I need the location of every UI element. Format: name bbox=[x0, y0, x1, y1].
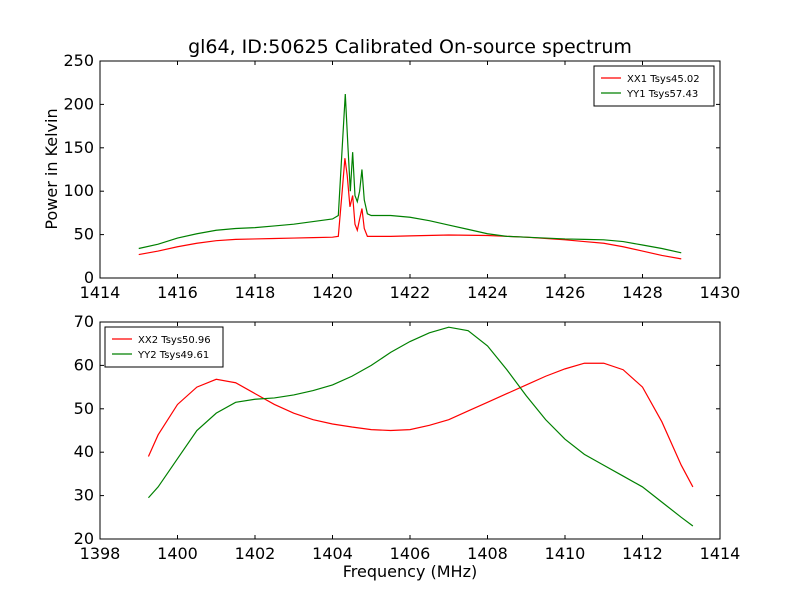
x-tick-label: 1422 bbox=[390, 283, 431, 302]
x-tick-label: 1426 bbox=[545, 283, 586, 302]
legend: XX2 Tsys50.96 YY2 Tsys49.61 bbox=[104, 326, 224, 368]
legend-box bbox=[104, 326, 224, 368]
y-tick-label: 60 bbox=[74, 355, 94, 374]
y-tick-label: 70 bbox=[74, 312, 94, 331]
top-plot: 1414 1416 1418 1420 1422 1424 1426 1428 1430 0 50 1… bbox=[63, 51, 740, 302]
x-tick-label: 1406 bbox=[390, 544, 431, 563]
y-tick-label: 0 bbox=[84, 268, 94, 287]
y-tick-label: 200 bbox=[63, 94, 94, 113]
x-tick-label: 1402 bbox=[235, 544, 276, 563]
y-tick-label: 50 bbox=[74, 225, 94, 244]
x-tick-label: 1404 bbox=[312, 544, 353, 563]
y-tick-label: 250 bbox=[63, 51, 94, 70]
x-tick-label: 1418 bbox=[235, 283, 276, 302]
series-line-2 bbox=[147, 326, 694, 527]
x-tick-label: 1398 bbox=[80, 544, 121, 563]
legend-label: YY2 Tsys49.61 bbox=[137, 350, 209, 361]
legend: XX1 Tsys45.02 YY1 Tsys57.43 bbox=[593, 65, 715, 107]
chart-title: gl64, ID:50625 Calibrated On-source spec… bbox=[188, 36, 632, 58]
x-tick-label: 1410 bbox=[545, 544, 586, 563]
x-tick-label: 1430 bbox=[700, 283, 741, 302]
legend-label: YY1 Tsys57.43 bbox=[626, 89, 698, 100]
x-tick-label: 1424 bbox=[467, 283, 508, 302]
x-tick-label: 1416 bbox=[157, 283, 198, 302]
y-tick-label: 50 bbox=[74, 399, 94, 418]
x-tick-label: 1408 bbox=[467, 544, 508, 563]
y-tick-label: 40 bbox=[74, 442, 94, 461]
legend-label: XX2 Tsys50.96 bbox=[138, 335, 211, 346]
bottom-plot: 1398 1400 1402 1404 1406 1408 1410 1412 1414 20 30… bbox=[74, 312, 741, 563]
y-tick-label: 30 bbox=[74, 486, 94, 505]
series-line-1 bbox=[138, 158, 682, 260]
y-tick-label: 150 bbox=[63, 138, 94, 157]
x-tick-label: 1420 bbox=[312, 283, 353, 302]
y-tick-label: 20 bbox=[74, 529, 94, 548]
y-tick-label: 100 bbox=[63, 181, 94, 200]
series-line-2 bbox=[138, 93, 682, 254]
x-axis-label: Frequency (MHz) bbox=[343, 562, 477, 581]
legend-label: XX1 Tsys45.02 bbox=[627, 74, 700, 85]
x-tick-label: 1428 bbox=[622, 283, 663, 302]
y-axis-label: Power in Kelvin bbox=[42, 108, 61, 229]
series-line-1 bbox=[147, 362, 694, 488]
x-tick-label: 1400 bbox=[157, 544, 198, 563]
legend-box bbox=[593, 65, 715, 107]
x-tick-label: 1412 bbox=[622, 544, 663, 563]
x-tick-label: 1414 bbox=[80, 283, 121, 302]
x-tick-label: 1414 bbox=[700, 544, 741, 563]
